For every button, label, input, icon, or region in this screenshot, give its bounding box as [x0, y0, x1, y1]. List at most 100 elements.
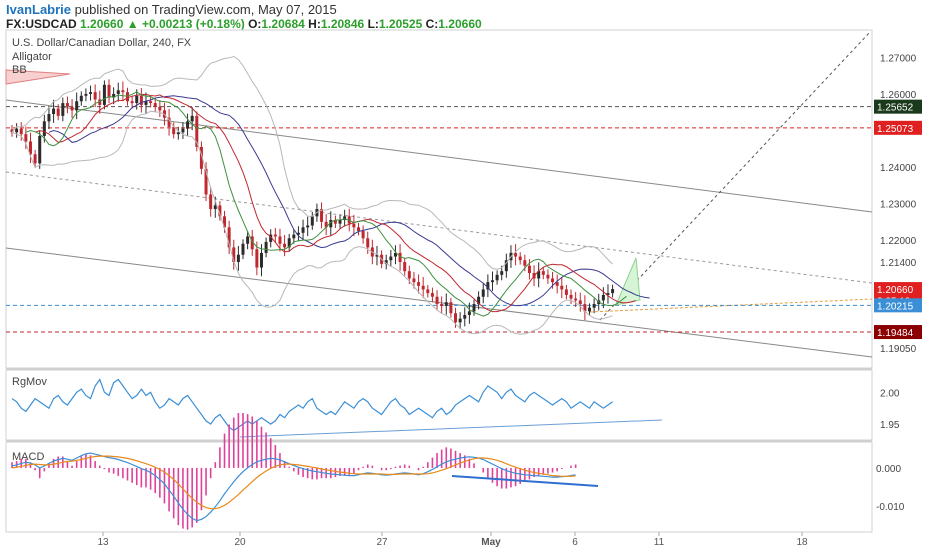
candle-body[interactable] — [33, 154, 37, 164]
candle-body[interactable] — [412, 278, 416, 283]
candle-body[interactable] — [241, 243, 245, 255]
author-link[interactable]: IvanLabrie — [6, 2, 72, 17]
candle-body[interactable] — [93, 92, 97, 100]
candle-body[interactable] — [130, 101, 134, 104]
candle-body[interactable] — [523, 260, 527, 266]
candle-body[interactable] — [144, 101, 148, 105]
candle-body[interactable] — [398, 252, 402, 263]
candle-body[interactable] — [472, 304, 476, 312]
candle-body[interactable] — [384, 260, 388, 264]
candle-body[interactable] — [42, 121, 46, 136]
candle-body[interactable] — [218, 205, 222, 217]
candle-body[interactable] — [47, 114, 51, 122]
candle-body[interactable] — [588, 307, 591, 312]
candle-body[interactable] — [195, 115, 199, 147]
candle-body[interactable] — [52, 108, 56, 115]
candle-body[interactable] — [310, 216, 314, 226]
candle-body[interactable] — [329, 220, 333, 228]
candle-body[interactable] — [564, 289, 568, 295]
candle-body[interactable] — [611, 289, 615, 294]
candle-body[interactable] — [481, 289, 485, 297]
candle-body[interactable] — [574, 298, 578, 301]
candle-body[interactable] — [292, 234, 296, 239]
candle-body[interactable] — [352, 223, 356, 228]
candle-body[interactable] — [278, 236, 282, 244]
candle-body[interactable] — [320, 209, 324, 222]
candle-body[interactable] — [273, 234, 277, 237]
candle-body[interactable] — [518, 256, 522, 261]
candle-body[interactable] — [167, 117, 171, 127]
candle-body[interactable] — [551, 278, 555, 283]
candle-body[interactable] — [149, 101, 153, 104]
candle-body[interactable] — [65, 103, 69, 107]
candle-body[interactable] — [227, 227, 231, 248]
projection-wedge[interactable] — [615, 257, 641, 306]
candle-body[interactable] — [440, 304, 444, 306]
candle-body[interactable] — [264, 241, 268, 253]
candle-body[interactable] — [426, 289, 430, 294]
symbol-label[interactable]: FX:USDCAD — [6, 17, 77, 31]
candle-body[interactable] — [393, 252, 397, 257]
candle-body[interactable] — [112, 93, 116, 98]
channel-mid-line[interactable] — [5, 171, 873, 284]
candle-body[interactable] — [287, 238, 291, 248]
candle-body[interactable] — [126, 92, 129, 102]
candle-body[interactable] — [107, 84, 111, 98]
candle-body[interactable] — [421, 285, 425, 290]
candle-body[interactable] — [301, 227, 305, 233]
candle-body[interactable] — [213, 205, 217, 210]
candle-body[interactable] — [527, 265, 531, 273]
candle-body[interactable] — [403, 262, 407, 272]
candle-body[interactable] — [490, 280, 494, 283]
candle-body[interactable] — [458, 318, 462, 323]
candle-body[interactable] — [209, 194, 213, 210]
rgmov-line[interactable] — [11, 378, 613, 432]
macd-line[interactable] — [11, 452, 576, 522]
candle-body[interactable] — [541, 271, 545, 275]
candle-body[interactable] — [477, 296, 481, 305]
candle-body[interactable] — [89, 92, 93, 94]
candle-body[interactable] — [546, 274, 550, 279]
candle-body[interactable] — [592, 304, 596, 308]
annotation-triangle[interactable] — [5, 69, 71, 85]
candle-body[interactable] — [56, 108, 60, 116]
candle-body[interactable] — [500, 271, 504, 275]
macd-pane[interactable] — [5, 441, 873, 533]
candle-body[interactable] — [75, 101, 79, 111]
candle-body[interactable] — [606, 293, 610, 295]
candle-body[interactable] — [417, 282, 421, 286]
candle-body[interactable] — [283, 243, 287, 248]
candle-body[interactable] — [338, 220, 342, 224]
projection-line[interactable] — [599, 31, 871, 321]
candle-body[interactable] — [306, 225, 310, 228]
candle-body[interactable] — [176, 132, 180, 135]
candle-body[interactable] — [70, 106, 74, 111]
candle-body[interactable] — [389, 256, 393, 261]
candle-body[interactable] — [601, 294, 605, 301]
candle-body[interactable] — [199, 146, 203, 169]
candle-body[interactable] — [181, 128, 185, 133]
candle-body[interactable] — [98, 99, 102, 105]
candle-body[interactable] — [324, 221, 328, 228]
candle-body[interactable] — [223, 216, 227, 228]
candle-body[interactable] — [560, 285, 564, 290]
candle-body[interactable] — [135, 95, 139, 104]
candle-body[interactable] — [38, 135, 42, 164]
candle-body[interactable] — [24, 134, 28, 142]
candle-body[interactable] — [153, 103, 157, 107]
candle-body[interactable] — [430, 293, 434, 297]
candle-body[interactable] — [186, 121, 190, 129]
candle-body[interactable] — [28, 141, 32, 155]
candle-body[interactable] — [486, 282, 490, 290]
candle-body[interactable] — [116, 90, 120, 94]
rgmov-pane[interactable] — [5, 369, 873, 441]
candle-body[interactable] — [343, 216, 347, 221]
candle-body[interactable] — [463, 315, 467, 319]
candle-body[interactable] — [79, 95, 83, 102]
candle-body[interactable] — [357, 227, 360, 231]
candle-body[interactable] — [269, 234, 273, 242]
macd-divergence-line[interactable] — [451, 475, 599, 487]
candle-body[interactable] — [454, 313, 458, 323]
candle-body[interactable] — [514, 252, 518, 257]
candle-body[interactable] — [19, 128, 23, 135]
